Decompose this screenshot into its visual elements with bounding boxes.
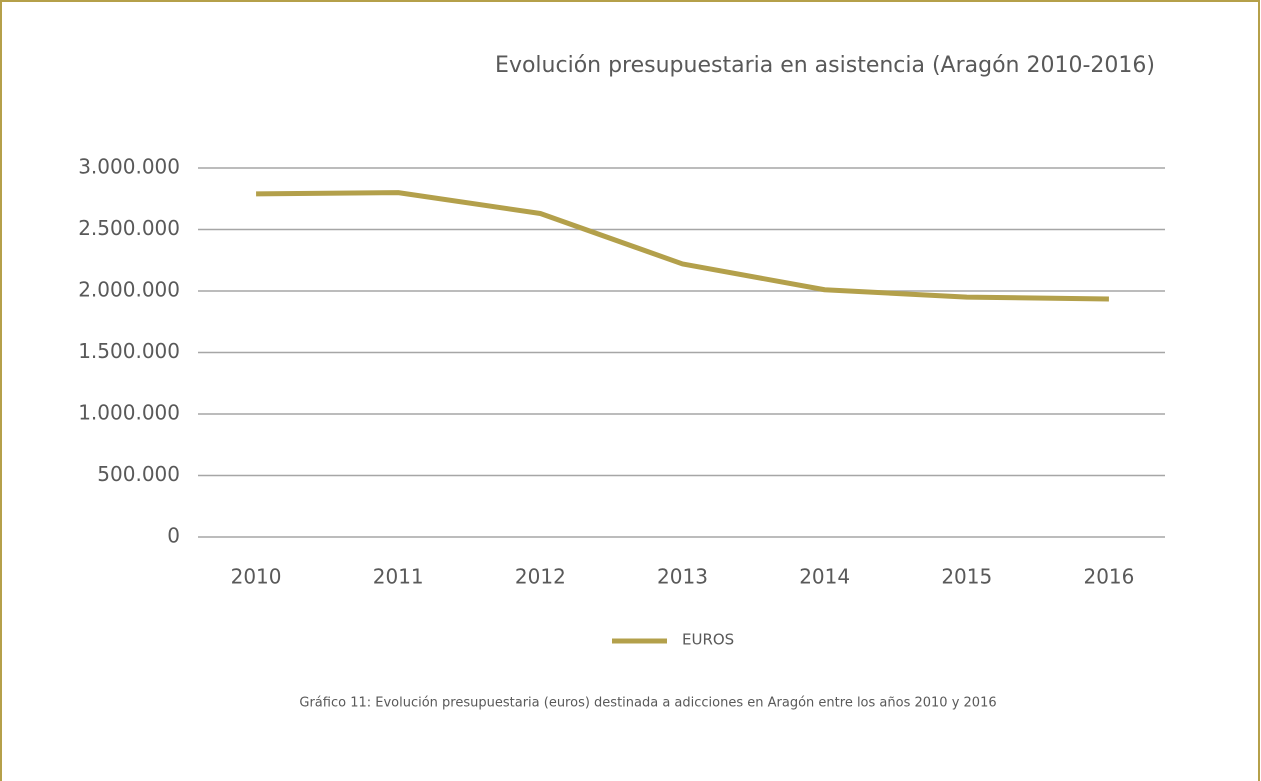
caption: Gráfico 11: Evolución presupuestaria (eu… (299, 696, 996, 711)
y-tick-label: 2.500.000 (78, 216, 180, 240)
y-tick-label: 2.000.000 (78, 278, 180, 302)
y-tick-label: 500.000 (97, 462, 180, 486)
line (256, 190, 1109, 302)
y-tick-label: 3.000.000 (78, 155, 180, 179)
x-tick-label: 2013 (657, 565, 708, 589)
x-tick-label: 2010 (231, 565, 282, 589)
x-tick-label: 2011 (373, 565, 424, 589)
x-tick-label: 2012 (515, 565, 566, 589)
y-tick-label: 1.500.000 (78, 339, 180, 363)
x-tick-label: 2016 (1083, 565, 1134, 589)
x-tick-label: 2014 (799, 565, 850, 589)
legend-label: EUROS (682, 631, 734, 649)
y-tick-label: 1.000.000 (78, 401, 180, 425)
x-tick-label: 2015 (941, 565, 992, 589)
y-tick-label: 0 (167, 524, 180, 548)
chart-title: Evolución presupuestaria en asistencia (… (495, 53, 1155, 78)
